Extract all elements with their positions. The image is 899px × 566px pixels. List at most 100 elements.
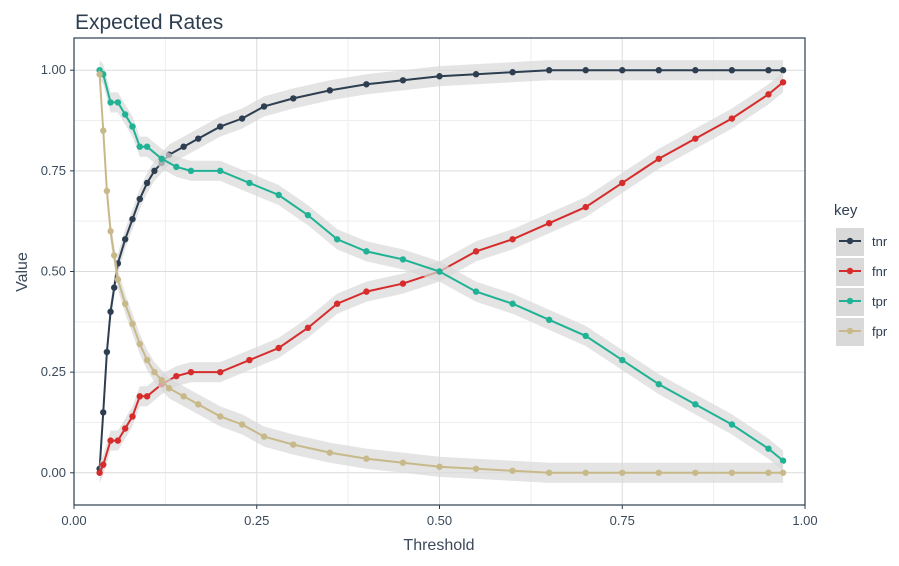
data-point-fpr bbox=[545, 469, 553, 476]
y-tick-label: 0.00 bbox=[41, 465, 66, 480]
data-point-tnr bbox=[399, 77, 407, 84]
data-point-tpr bbox=[545, 316, 553, 324]
data-point-fnr bbox=[363, 288, 370, 295]
data-point-fnr bbox=[728, 115, 736, 122]
data-point-fnr bbox=[187, 368, 195, 376]
data-point-tpr bbox=[399, 256, 407, 263]
data-point-tnr bbox=[260, 103, 268, 110]
data-point-tnr bbox=[363, 81, 370, 88]
x-tick-label: 1.00 bbox=[792, 513, 817, 528]
data-point-fnr bbox=[136, 393, 143, 400]
legend-label-fnr: fnr bbox=[872, 264, 888, 279]
data-point-tnr bbox=[290, 95, 297, 102]
y-tick-label: 0.75 bbox=[41, 163, 66, 178]
data-point-fpr bbox=[779, 469, 787, 476]
data-point-fpr bbox=[692, 469, 699, 476]
data-point-tnr bbox=[765, 67, 772, 74]
data-point-tnr bbox=[151, 167, 158, 175]
x-tick-label: 0.75 bbox=[610, 513, 635, 528]
data-point-tpr bbox=[121, 111, 129, 118]
data-point-tnr bbox=[136, 195, 143, 203]
data-point-tpr bbox=[217, 167, 224, 175]
data-point-tpr bbox=[619, 356, 626, 364]
data-point-tpr bbox=[363, 248, 370, 255]
legend-key-point-fnr bbox=[846, 267, 854, 275]
data-point-fpr bbox=[582, 469, 589, 476]
data-point-tnr bbox=[129, 215, 136, 223]
legend-key-point-tnr bbox=[846, 237, 854, 245]
data-point-fnr bbox=[472, 248, 480, 255]
data-point-fpr bbox=[100, 127, 107, 134]
data-point-fpr bbox=[121, 300, 129, 307]
data-point-tnr bbox=[582, 67, 589, 74]
x-tick-label: 0.25 bbox=[244, 513, 269, 528]
data-point-tpr bbox=[472, 288, 480, 295]
data-point-fpr bbox=[436, 463, 443, 470]
data-point-fnr bbox=[692, 135, 699, 142]
data-point-fpr bbox=[363, 455, 370, 462]
data-point-tnr bbox=[779, 67, 787, 74]
data-point-fpr bbox=[509, 467, 516, 474]
data-point-fnr bbox=[545, 219, 553, 227]
plot-area: 0.00 0.25 0.50 0.75 1.00 0.00 0.25 0.50 0.75 1.00 bbox=[41, 37, 818, 528]
y-tick-label: 0.25 bbox=[41, 364, 66, 379]
data-point-tpr bbox=[107, 99, 114, 106]
data-point-fpr bbox=[107, 228, 114, 235]
x-axis-title: Threshold bbox=[403, 537, 474, 554]
data-point-fpr bbox=[655, 469, 662, 476]
x-tick-label: 0.00 bbox=[61, 513, 86, 528]
data-point-tpr bbox=[692, 401, 699, 408]
data-point-tpr bbox=[129, 123, 136, 130]
data-point-fpr bbox=[111, 252, 118, 259]
data-point-fpr bbox=[326, 449, 334, 456]
data-point-fnr bbox=[333, 300, 341, 307]
data-point-fpr bbox=[619, 469, 626, 476]
data-point-tpr bbox=[158, 155, 165, 162]
data-point-fpr bbox=[136, 340, 143, 348]
data-point-fpr bbox=[765, 469, 772, 476]
data-point-tpr bbox=[333, 236, 341, 243]
data-point-fnr bbox=[173, 372, 180, 380]
data-point-fpr bbox=[238, 421, 246, 428]
data-point-fnr bbox=[619, 179, 626, 187]
data-point-tpr bbox=[304, 211, 312, 219]
data-point-fnr bbox=[129, 413, 136, 420]
data-point-fpr bbox=[728, 469, 736, 476]
data-point-tpr bbox=[136, 143, 143, 150]
y-tick-label: 1.00 bbox=[41, 62, 66, 77]
data-point-fnr bbox=[399, 280, 407, 287]
data-point-tpr bbox=[779, 457, 787, 464]
data-point-fnr bbox=[217, 368, 224, 376]
data-point-fpr bbox=[165, 385, 173, 392]
data-point-fnr bbox=[246, 356, 253, 364]
data-point-fpr bbox=[399, 459, 407, 466]
data-point-tnr bbox=[111, 284, 118, 291]
data-point-fnr bbox=[304, 324, 312, 332]
data-point-tnr bbox=[100, 409, 107, 416]
data-point-tnr bbox=[436, 73, 443, 80]
data-point-fnr bbox=[779, 79, 787, 86]
data-point-fnr bbox=[275, 344, 282, 352]
data-point-tpr bbox=[728, 421, 736, 428]
data-point-tpr bbox=[765, 445, 772, 452]
data-point-fpr bbox=[151, 368, 158, 376]
data-point-fnr bbox=[107, 437, 114, 444]
data-point-fnr bbox=[509, 236, 516, 243]
legend: tnr fnr tpr fpr bbox=[836, 228, 888, 346]
data-point-tpr bbox=[173, 163, 180, 171]
data-point-fnr bbox=[655, 155, 662, 162]
data-point-tnr bbox=[180, 143, 187, 150]
data-point-tnr bbox=[121, 236, 129, 243]
legend-label-tpr: tpr bbox=[872, 294, 888, 309]
data-point-tnr bbox=[692, 67, 699, 74]
data-point-tpr bbox=[655, 381, 662, 388]
data-point-fpr bbox=[195, 401, 202, 408]
data-point-fpr bbox=[180, 393, 187, 400]
data-point-fpr bbox=[472, 465, 480, 472]
data-point-tpr bbox=[114, 99, 122, 106]
data-point-tnr bbox=[326, 87, 334, 94]
data-point-tpr bbox=[143, 143, 151, 150]
legend-key-point-fpr bbox=[846, 327, 854, 335]
